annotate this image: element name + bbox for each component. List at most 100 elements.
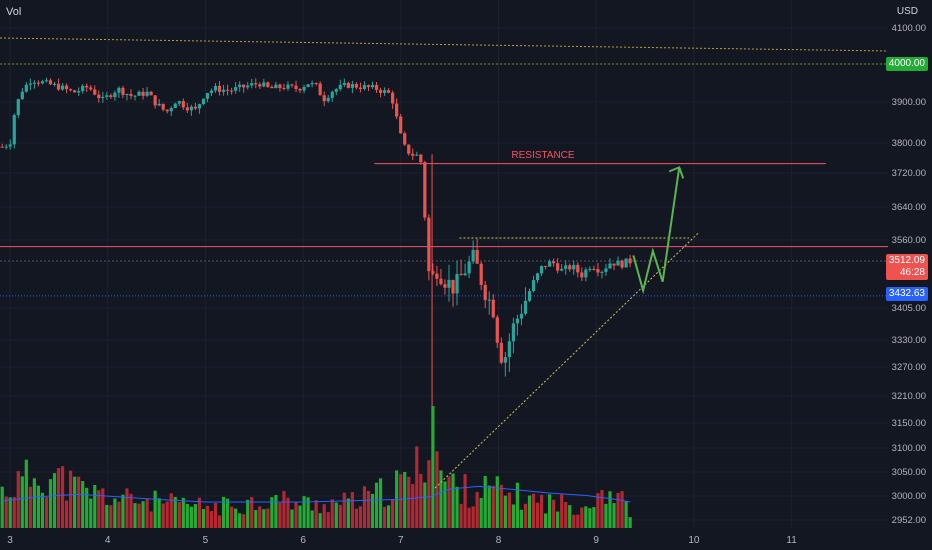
- candle-body: [12, 115, 16, 145]
- candle-body: [535, 273, 540, 281]
- volume-bar: [254, 510, 258, 528]
- projection-arrow: [632, 167, 681, 295]
- volume-bar: [330, 499, 334, 528]
- candle-body: [125, 94, 129, 96]
- candle-body: [543, 265, 548, 267]
- marker-price-badge: 3432.63: [885, 287, 928, 301]
- candle-body: [0, 146, 4, 148]
- volume-bar: [596, 493, 600, 528]
- volume-bar: [169, 493, 173, 528]
- volume-bar: [624, 501, 628, 528]
- volume-bar: [342, 492, 346, 528]
- candle-body: [274, 84, 278, 89]
- candle-body: [435, 273, 439, 279]
- candle-body: [620, 260, 624, 268]
- volume-bar: [145, 498, 149, 528]
- volume-bar: [32, 478, 36, 528]
- candle-body: [4, 146, 8, 148]
- volume-bar: [217, 515, 222, 528]
- volume-bar: [560, 494, 564, 528]
- candle-body: [225, 89, 230, 91]
- volume-bar: [52, 473, 57, 528]
- volume-bar: [620, 491, 624, 528]
- volume-bar: [278, 502, 282, 528]
- candle-body: [310, 82, 314, 85]
- volume-bar: [40, 492, 45, 528]
- candle-body: [576, 264, 580, 273]
- volume-bar: [350, 492, 354, 528]
- candle-body: [73, 90, 77, 93]
- candle-body: [217, 85, 222, 92]
- candle-body: [507, 341, 511, 358]
- volume-bar: [427, 460, 431, 528]
- candle-body: [403, 133, 407, 145]
- candle-body: [64, 85, 69, 90]
- price-tick-label: 3000.00: [892, 491, 926, 502]
- volume-bar: [266, 508, 270, 528]
- volume-bar: [459, 503, 463, 528]
- price-tick-label: 2952.00: [892, 515, 926, 526]
- candle-body: [596, 269, 600, 273]
- candle-body: [342, 82, 346, 85]
- candle-body: [350, 84, 354, 88]
- candle-body: [479, 263, 483, 285]
- candle-body: [503, 357, 507, 363]
- volume-bar: [310, 510, 314, 528]
- candle-body: [89, 87, 93, 90]
- volume-bar: [592, 507, 596, 528]
- volume-bar: [109, 505, 113, 528]
- volume-indicator-label[interactable]: Vol: [6, 6, 22, 18]
- volume-bar: [246, 499, 250, 528]
- volume-bar: [85, 487, 89, 528]
- volume-bar: [258, 506, 262, 528]
- price-tick-label: 3640.00: [892, 202, 926, 213]
- candle-body: [117, 87, 121, 93]
- candle-body: [56, 83, 61, 90]
- candle-body: [193, 106, 197, 109]
- candle-body: [531, 280, 536, 292]
- volume-bar: [262, 509, 266, 528]
- candle-body: [415, 154, 419, 156]
- time-tick-label: 11: [786, 535, 797, 546]
- resistance-label: RESISTANCE: [511, 150, 574, 161]
- candle-body: [60, 85, 65, 90]
- time-tick-label: 8: [496, 535, 502, 546]
- volume-bar: [511, 504, 515, 528]
- candle-body: [447, 279, 451, 288]
- volume-bar: [318, 513, 322, 528]
- candle-body: [294, 85, 298, 89]
- candle-body: [250, 83, 254, 86]
- candle-body: [16, 99, 20, 116]
- candle-body: [511, 323, 515, 342]
- candle-body: [322, 95, 326, 102]
- volume-bar: [374, 482, 379, 528]
- volume-series: [0, 406, 632, 528]
- candle-body: [189, 106, 193, 111]
- candle-body: [93, 89, 97, 95]
- ascending-trendline: [434, 232, 700, 489]
- candle-body: [600, 271, 604, 273]
- volume-bar: [403, 471, 407, 528]
- volume-bar: [576, 514, 580, 528]
- volume-bar: [238, 513, 242, 528]
- arrow-head: [668, 166, 685, 179]
- volume-bar: [568, 505, 572, 528]
- candle-body: [588, 268, 592, 270]
- candle-body: [282, 88, 286, 90]
- time-axis[interactable]: 3 4 5 6 7 8 9 10 11: [7, 535, 797, 546]
- price-tick-label: 3150.00: [892, 418, 926, 429]
- price-tick-label: 3560.00: [892, 235, 926, 246]
- candle-body: [612, 263, 616, 266]
- candle-body: [483, 284, 487, 301]
- volume-bar: [221, 496, 226, 528]
- chart-grid: [0, 0, 888, 528]
- candle-body: [495, 317, 499, 343]
- candle-body: [185, 107, 189, 111]
- candle-body: [97, 94, 101, 99]
- candle-body: [141, 91, 145, 96]
- volume-bar: [527, 495, 532, 528]
- volume-bar: [419, 473, 423, 528]
- volume-bar: [290, 509, 294, 528]
- volume-bar: [16, 471, 20, 528]
